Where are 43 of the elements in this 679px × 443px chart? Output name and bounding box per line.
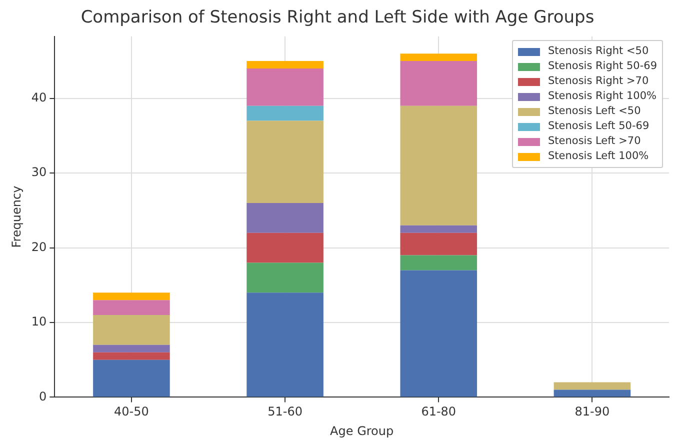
bar (93, 352, 170, 360)
legend-label: Stenosis Right 50-69 (548, 60, 658, 72)
legend-label: Stenosis Left 100% (548, 150, 649, 162)
legend-label: Stenosis Right 100% (548, 90, 657, 102)
bar (246, 68, 324, 106)
bar (400, 255, 478, 270)
bar (400, 270, 478, 397)
bar (93, 315, 170, 345)
y-axis-title: Frequency (9, 186, 24, 248)
x-tick-label: 61-80 (421, 404, 456, 419)
legend-label: Stenosis Right <50 (548, 45, 649, 58)
bar (246, 292, 324, 397)
legend-label: Stenosis Right >70 (548, 75, 649, 88)
bar (246, 262, 324, 293)
x-tick-label: 40-50 (114, 404, 149, 419)
bar (93, 344, 170, 352)
legend-label: Stenosis Left <50 (548, 105, 641, 118)
bar (93, 360, 170, 397)
bar (400, 54, 478, 62)
bar (93, 292, 170, 300)
bar (93, 300, 170, 316)
y-tick-label: 20 (31, 240, 47, 254)
bar (400, 225, 478, 233)
bar (400, 232, 478, 256)
bar (554, 382, 631, 390)
bar (246, 61, 324, 69)
bar (246, 232, 324, 263)
bar (400, 61, 478, 106)
bar (554, 390, 631, 397)
x-tick-label: 81-90 (574, 404, 610, 419)
legend-label: Stenosis Left >70 (548, 135, 641, 148)
x-tick-label: 51-60 (268, 404, 302, 419)
chart-title: Comparison of Stenosis Right and Left Side with Age Groups (80, 8, 594, 28)
bar (246, 120, 324, 203)
y-tick-label: 40 (31, 90, 47, 105)
bar (400, 106, 478, 226)
bar (246, 202, 324, 233)
y-tick-label: 0 (39, 389, 47, 404)
bar (246, 106, 324, 121)
legend-label: Stenosis Left 50-69 (548, 120, 650, 132)
y-tick-label: 10 (31, 314, 47, 329)
y-tick-label: 30 (31, 165, 47, 180)
x-axis-title: Age Group (330, 424, 394, 438)
